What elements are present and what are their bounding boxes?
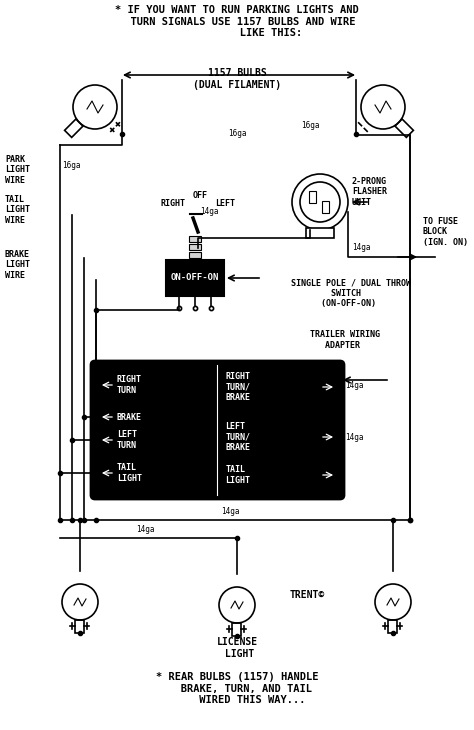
Text: TRAILER WIRING
   ADAPTER: TRAILER WIRING ADAPTER <box>310 330 380 350</box>
Text: TAIL
LIGHT
WIRE: TAIL LIGHT WIRE <box>5 195 30 225</box>
Text: RIGHT
TURN/
BRAKE: RIGHT TURN/ BRAKE <box>226 372 250 402</box>
Text: OFF: OFF <box>192 191 208 200</box>
Text: 14ga: 14ga <box>200 207 219 217</box>
Text: 14ga: 14ga <box>345 432 364 442</box>
Text: 14ga: 14ga <box>136 525 154 534</box>
Bar <box>233 623 241 636</box>
Text: * REAR BULBS (1157) HANDLE
   BRAKE, TURN, AND TAIL
     WIRED THIS WAY...: * REAR BULBS (1157) HANDLE BRAKE, TURN, … <box>156 672 318 705</box>
Bar <box>395 119 413 137</box>
Text: 16ga: 16ga <box>301 121 319 130</box>
Bar <box>322 201 329 213</box>
Bar <box>189 252 201 258</box>
Text: SINGLE POLE / DUAL THROW
        SWITCH
      (ON-OFF-ON): SINGLE POLE / DUAL THROW SWITCH (ON-OFF-… <box>291 278 411 308</box>
Text: LEFT: LEFT <box>215 199 235 208</box>
Bar <box>189 244 201 250</box>
Bar <box>166 260 224 296</box>
Text: 14ga: 14ga <box>345 380 364 390</box>
Text: BRAKE
LIGHT
WIRE: BRAKE LIGHT WIRE <box>5 250 30 280</box>
Text: 1157 BULBS: 1157 BULBS <box>208 68 266 78</box>
Text: TAIL
LIGHT: TAIL LIGHT <box>226 465 250 485</box>
Bar <box>306 228 334 238</box>
Bar <box>389 620 398 633</box>
Text: RIGHT
TURN: RIGHT TURN <box>117 375 142 395</box>
Bar <box>75 620 84 633</box>
Text: 16ga: 16ga <box>62 161 81 169</box>
Text: TAIL
LIGHT: TAIL LIGHT <box>117 464 142 483</box>
Text: TRENT©: TRENT© <box>290 590 325 600</box>
Text: PARK
LIGHT
WIRE: PARK LIGHT WIRE <box>5 155 30 185</box>
Bar <box>309 191 316 203</box>
Text: 14ga: 14ga <box>352 243 371 252</box>
Text: TO FUSE
BLOCK
(IGN. ON): TO FUSE BLOCK (IGN. ON) <box>423 217 468 247</box>
Text: LEFT
TURN: LEFT TURN <box>117 430 137 450</box>
Text: 14ga: 14ga <box>221 507 239 516</box>
Text: * IF YOU WANT TO RUN PARKING LIGHTS AND
  TURN SIGNALS USE 1157 BULBS AND WIRE
 : * IF YOU WANT TO RUN PARKING LIGHTS AND … <box>115 5 359 38</box>
Text: LEFT
TURN/
BRAKE: LEFT TURN/ BRAKE <box>226 422 250 452</box>
Bar <box>64 119 83 137</box>
Text: (DUAL FILAMENT): (DUAL FILAMENT) <box>193 80 281 90</box>
Text: 16ga: 16ga <box>228 129 246 138</box>
Bar <box>189 236 201 242</box>
Text: LICENSE
 LIGHT: LICENSE LIGHT <box>217 637 257 658</box>
Text: RIGHT: RIGHT <box>161 199 185 208</box>
FancyBboxPatch shape <box>91 361 344 499</box>
Text: 2-PRONG
FLASHER
UNIT: 2-PRONG FLASHER UNIT <box>352 177 387 207</box>
Text: ON-OFF-ON: ON-OFF-ON <box>171 274 219 283</box>
Text: BRAKE: BRAKE <box>117 412 142 421</box>
